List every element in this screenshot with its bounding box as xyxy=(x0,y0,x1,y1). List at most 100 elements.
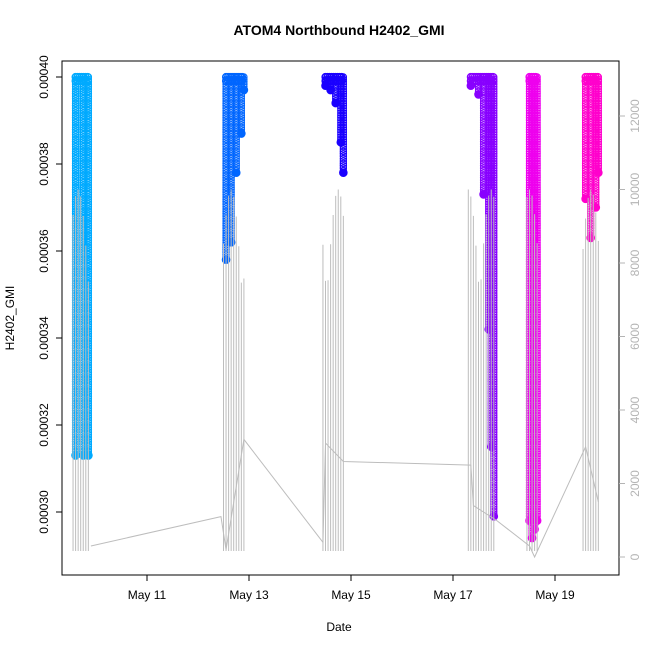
data-point xyxy=(594,135,603,144)
data-point xyxy=(339,94,348,103)
data-point xyxy=(84,99,93,108)
data-point xyxy=(84,202,93,211)
data-point xyxy=(84,248,93,256)
data-point xyxy=(84,111,93,120)
data-point xyxy=(84,267,93,276)
y-tick-label: 0.00038 xyxy=(37,142,51,186)
data-point xyxy=(232,145,240,153)
data-point xyxy=(533,193,541,201)
y-tick-label: 0.00032 xyxy=(37,403,51,447)
data-point xyxy=(533,142,541,151)
data-point xyxy=(232,135,240,144)
data-point xyxy=(232,138,240,146)
data-point xyxy=(490,157,498,165)
data-point xyxy=(490,159,498,168)
data-point xyxy=(533,174,541,182)
data-point xyxy=(84,159,93,168)
data-point xyxy=(237,116,246,124)
y2-axis: 0 2000 4000 6000 8000 10000 12000 xyxy=(619,99,642,560)
data-point xyxy=(490,121,498,129)
secondary-line-group xyxy=(72,189,599,559)
data-point xyxy=(533,229,541,237)
data-point xyxy=(533,121,541,129)
data-point xyxy=(490,152,498,160)
data-point xyxy=(533,123,541,132)
data-point xyxy=(490,106,498,115)
data-point xyxy=(84,181,93,189)
data-point xyxy=(592,178,600,187)
data-point xyxy=(71,114,80,122)
data-point xyxy=(533,159,541,168)
data-point xyxy=(237,106,246,115)
data-point xyxy=(84,85,93,93)
data-point xyxy=(490,145,498,153)
data-point xyxy=(339,118,348,127)
data-point xyxy=(490,116,498,124)
data-point xyxy=(84,190,93,199)
data-point xyxy=(84,195,93,204)
data-point xyxy=(490,99,498,108)
data-point xyxy=(594,140,603,148)
data-point xyxy=(339,138,348,146)
y-tick-label: 0.00036 xyxy=(37,229,51,273)
data-point xyxy=(594,133,603,141)
data-point xyxy=(533,226,541,235)
data-point xyxy=(227,176,235,184)
data-point xyxy=(533,222,541,230)
data-point xyxy=(84,97,93,105)
data-point xyxy=(71,104,80,112)
data-point xyxy=(490,92,498,100)
data-point xyxy=(533,109,541,117)
data-point xyxy=(84,188,93,196)
data-point xyxy=(84,162,93,170)
data-point xyxy=(237,129,246,138)
data-point xyxy=(490,164,498,172)
data-point xyxy=(84,253,93,261)
data-point xyxy=(490,140,498,148)
data-point xyxy=(84,214,93,223)
data-point xyxy=(533,212,541,220)
data-point xyxy=(533,133,541,141)
data-point xyxy=(84,138,93,146)
data-point xyxy=(84,260,93,268)
data-point xyxy=(337,72,346,82)
data-point xyxy=(593,76,602,86)
data-point xyxy=(594,87,603,96)
data-point xyxy=(533,126,541,134)
data-point xyxy=(339,152,348,160)
data-point xyxy=(490,111,498,120)
data-point xyxy=(84,116,93,124)
data-point xyxy=(71,140,80,148)
data-point xyxy=(533,166,541,175)
data-point xyxy=(71,142,80,151)
data-point xyxy=(339,142,348,151)
data-point xyxy=(533,210,541,218)
data-point xyxy=(71,121,80,129)
data-point xyxy=(490,138,498,146)
data-point xyxy=(71,116,80,124)
data-point xyxy=(594,152,603,160)
data-point xyxy=(84,265,93,273)
data-point xyxy=(84,90,93,98)
data-point xyxy=(84,147,93,156)
x-tick-label: May 13 xyxy=(229,588,269,602)
y2-tick-label: 0 xyxy=(628,553,642,560)
data-point xyxy=(533,135,541,144)
data-point xyxy=(84,186,93,194)
data-point xyxy=(533,207,541,216)
data-point xyxy=(84,171,93,180)
data-point xyxy=(71,166,80,175)
data-point xyxy=(84,212,93,220)
y-tick-label: 0.00030 xyxy=(37,490,51,534)
data-point xyxy=(227,178,235,187)
data-point xyxy=(533,99,541,108)
data-point xyxy=(594,116,603,124)
data-point xyxy=(71,157,80,165)
data-point xyxy=(594,92,603,100)
data-point xyxy=(490,171,498,180)
data-point xyxy=(533,178,541,187)
data-point xyxy=(84,157,93,165)
data-point xyxy=(594,157,603,165)
data-point xyxy=(533,102,541,110)
y-tick-label: 0.00040 xyxy=(37,55,51,99)
